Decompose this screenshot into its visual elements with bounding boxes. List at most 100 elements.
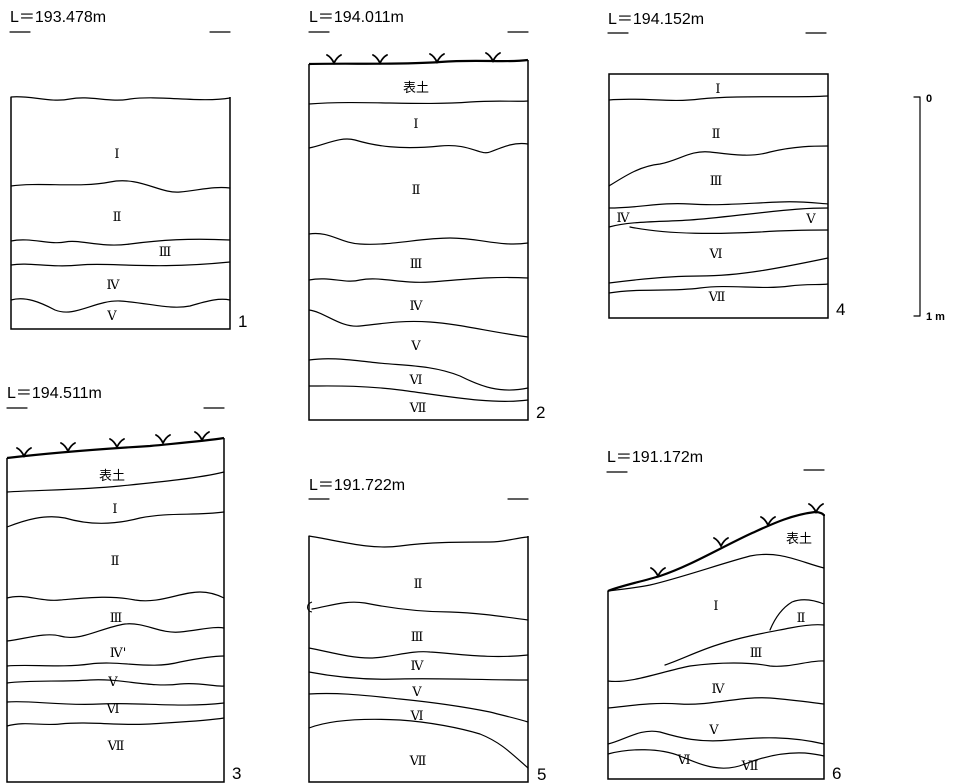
section-number: 1 — [238, 312, 247, 331]
section-5: L＝191.722m Ⅱ Ⅲ Ⅳ Ⅴ Ⅵ Ⅶ 5 — [307, 477, 546, 783]
ground-surface — [607, 510, 826, 593]
layer-boundary — [664, 624, 825, 666]
layer-boundary — [6, 623, 225, 642]
layer-boundary — [608, 257, 829, 284]
layer-boundary — [629, 226, 829, 235]
layer-boundary — [308, 385, 529, 402]
layer-boundary — [308, 671, 529, 681]
layer-label: Ⅲ — [110, 611, 123, 626]
grass-icon — [485, 52, 501, 62]
layer-label: Ⅶ — [741, 759, 759, 774]
section-number: 4 — [836, 300, 845, 319]
section-frame — [308, 536, 529, 783]
section-6: L＝191.172m 表土 Ⅰ Ⅱ Ⅲ Ⅳ Ⅴ Ⅵ Ⅶ 6 — [606, 449, 841, 783]
layer-boundary — [608, 207, 829, 228]
layer-label: Ⅵ — [408, 373, 422, 388]
layer-label: Ⅳ — [410, 299, 424, 314]
layer-label: Ⅵ — [105, 702, 119, 717]
layer-label: Ⅳ — [712, 682, 726, 697]
section-4: L＝194.152m Ⅰ Ⅱ Ⅲ Ⅳ Ⅴ Ⅵ Ⅶ 4 — [607, 11, 845, 319]
layer-boundary — [6, 511, 225, 528]
section-number: 2 — [536, 403, 545, 422]
section-1-elevation: L＝193.478m — [10, 9, 106, 26]
layer-label: Ⅴ — [805, 212, 816, 227]
layer-label: Ⅳ — [107, 278, 121, 293]
section-frame — [308, 60, 529, 421]
layer-boundary — [10, 298, 231, 313]
layer-label: Ⅰ — [112, 502, 117, 517]
section-4-elevation: L＝194.152m — [608, 11, 704, 28]
layer-label: Ⅴ — [410, 339, 421, 354]
layer-boundary — [308, 232, 529, 245]
layer-label: Ⅵ — [676, 753, 690, 768]
section-5-elevation: L＝191.722m — [309, 477, 405, 494]
layer-boundary — [308, 276, 529, 283]
layer-boundary — [10, 261, 231, 267]
layer-boundary — [308, 358, 529, 391]
inclusion-mark — [307, 601, 313, 613]
section-1: L＝193.478m Ⅰ Ⅱ Ⅲ Ⅳ Ⅴ 1 — [9, 9, 247, 331]
layer-label: Ⅱ — [797, 611, 806, 626]
layer-label: Ⅶ — [409, 754, 427, 769]
layer-label: Ⅶ — [708, 290, 726, 305]
layer-label: Ⅰ — [713, 599, 718, 614]
layer-boundary — [608, 283, 829, 294]
layer-label: Ⅴ — [708, 723, 719, 738]
layer-boundary — [308, 138, 529, 154]
grass-icon — [155, 434, 171, 444]
scale-top-label: 0 — [926, 93, 932, 105]
layer-label: Ⅵ — [409, 709, 423, 724]
layer-boundary — [308, 718, 529, 769]
grass-icon — [372, 54, 388, 64]
layer-boundary — [608, 95, 829, 102]
layer-label: Ⅵ — [708, 247, 722, 262]
grass-icon — [194, 431, 210, 441]
layer-label: 表土 — [786, 532, 812, 547]
layer-label: 表土 — [99, 469, 125, 484]
section-6-elevation: L＝191.172m — [607, 449, 703, 466]
layer-boundary — [607, 730, 825, 745]
layer-boundary — [10, 238, 231, 246]
layer-boundary — [769, 599, 825, 631]
section-3-elevation: L＝194.511m — [7, 385, 102, 402]
scale-bar: 0 1 m — [913, 93, 945, 323]
section-frame — [608, 73, 829, 319]
layer-label: Ⅳ' — [110, 646, 127, 661]
layer-label: Ⅰ — [715, 82, 720, 97]
layer-label: Ⅶ — [107, 739, 125, 754]
layer-label: Ⅴ — [107, 675, 118, 690]
layer-label: Ⅴ — [411, 685, 422, 700]
ground-surface — [6, 436, 225, 460]
section-3: L＝194.511m 表土 Ⅰ Ⅱ Ⅲ Ⅳ' Ⅴ Ⅵ Ⅶ 3 — [6, 385, 241, 783]
layer-boundary — [607, 660, 825, 683]
section-number: 6 — [832, 764, 841, 783]
layer-boundary — [6, 591, 225, 602]
layer-boundary — [308, 100, 529, 105]
layer-boundary — [311, 601, 529, 621]
layer-label: Ⅲ — [750, 646, 763, 661]
layer-label: Ⅰ — [114, 147, 119, 162]
layer-label: Ⅲ — [159, 245, 172, 260]
layer-label: Ⅲ — [410, 257, 423, 272]
section-2: L＝194.011m 表土 Ⅰ Ⅱ Ⅲ Ⅳ Ⅴ Ⅵ Ⅶ 2 — [308, 9, 545, 422]
layer-label: Ⅱ — [113, 210, 122, 225]
layer-boundary — [6, 471, 225, 493]
section-number: 5 — [537, 765, 546, 783]
layer-boundary — [10, 180, 231, 193]
layer-label: Ⅰ — [413, 117, 418, 132]
layer-boundary — [308, 309, 529, 338]
ground-surface — [308, 58, 529, 66]
grass-icon — [808, 503, 824, 513]
layer-boundary — [608, 201, 829, 209]
layer-label: Ⅱ — [414, 577, 423, 592]
section-frame — [10, 97, 231, 330]
layer-boundary — [308, 692, 529, 723]
layer-label: 表土 — [403, 81, 429, 96]
scale-bottom-label: 1 m — [926, 311, 945, 323]
layer-label: Ⅱ — [412, 183, 421, 198]
section-frame — [6, 438, 225, 783]
layer-boundary — [607, 749, 825, 769]
scale-bar-line — [913, 96, 921, 317]
layer-label: Ⅲ — [710, 174, 723, 189]
